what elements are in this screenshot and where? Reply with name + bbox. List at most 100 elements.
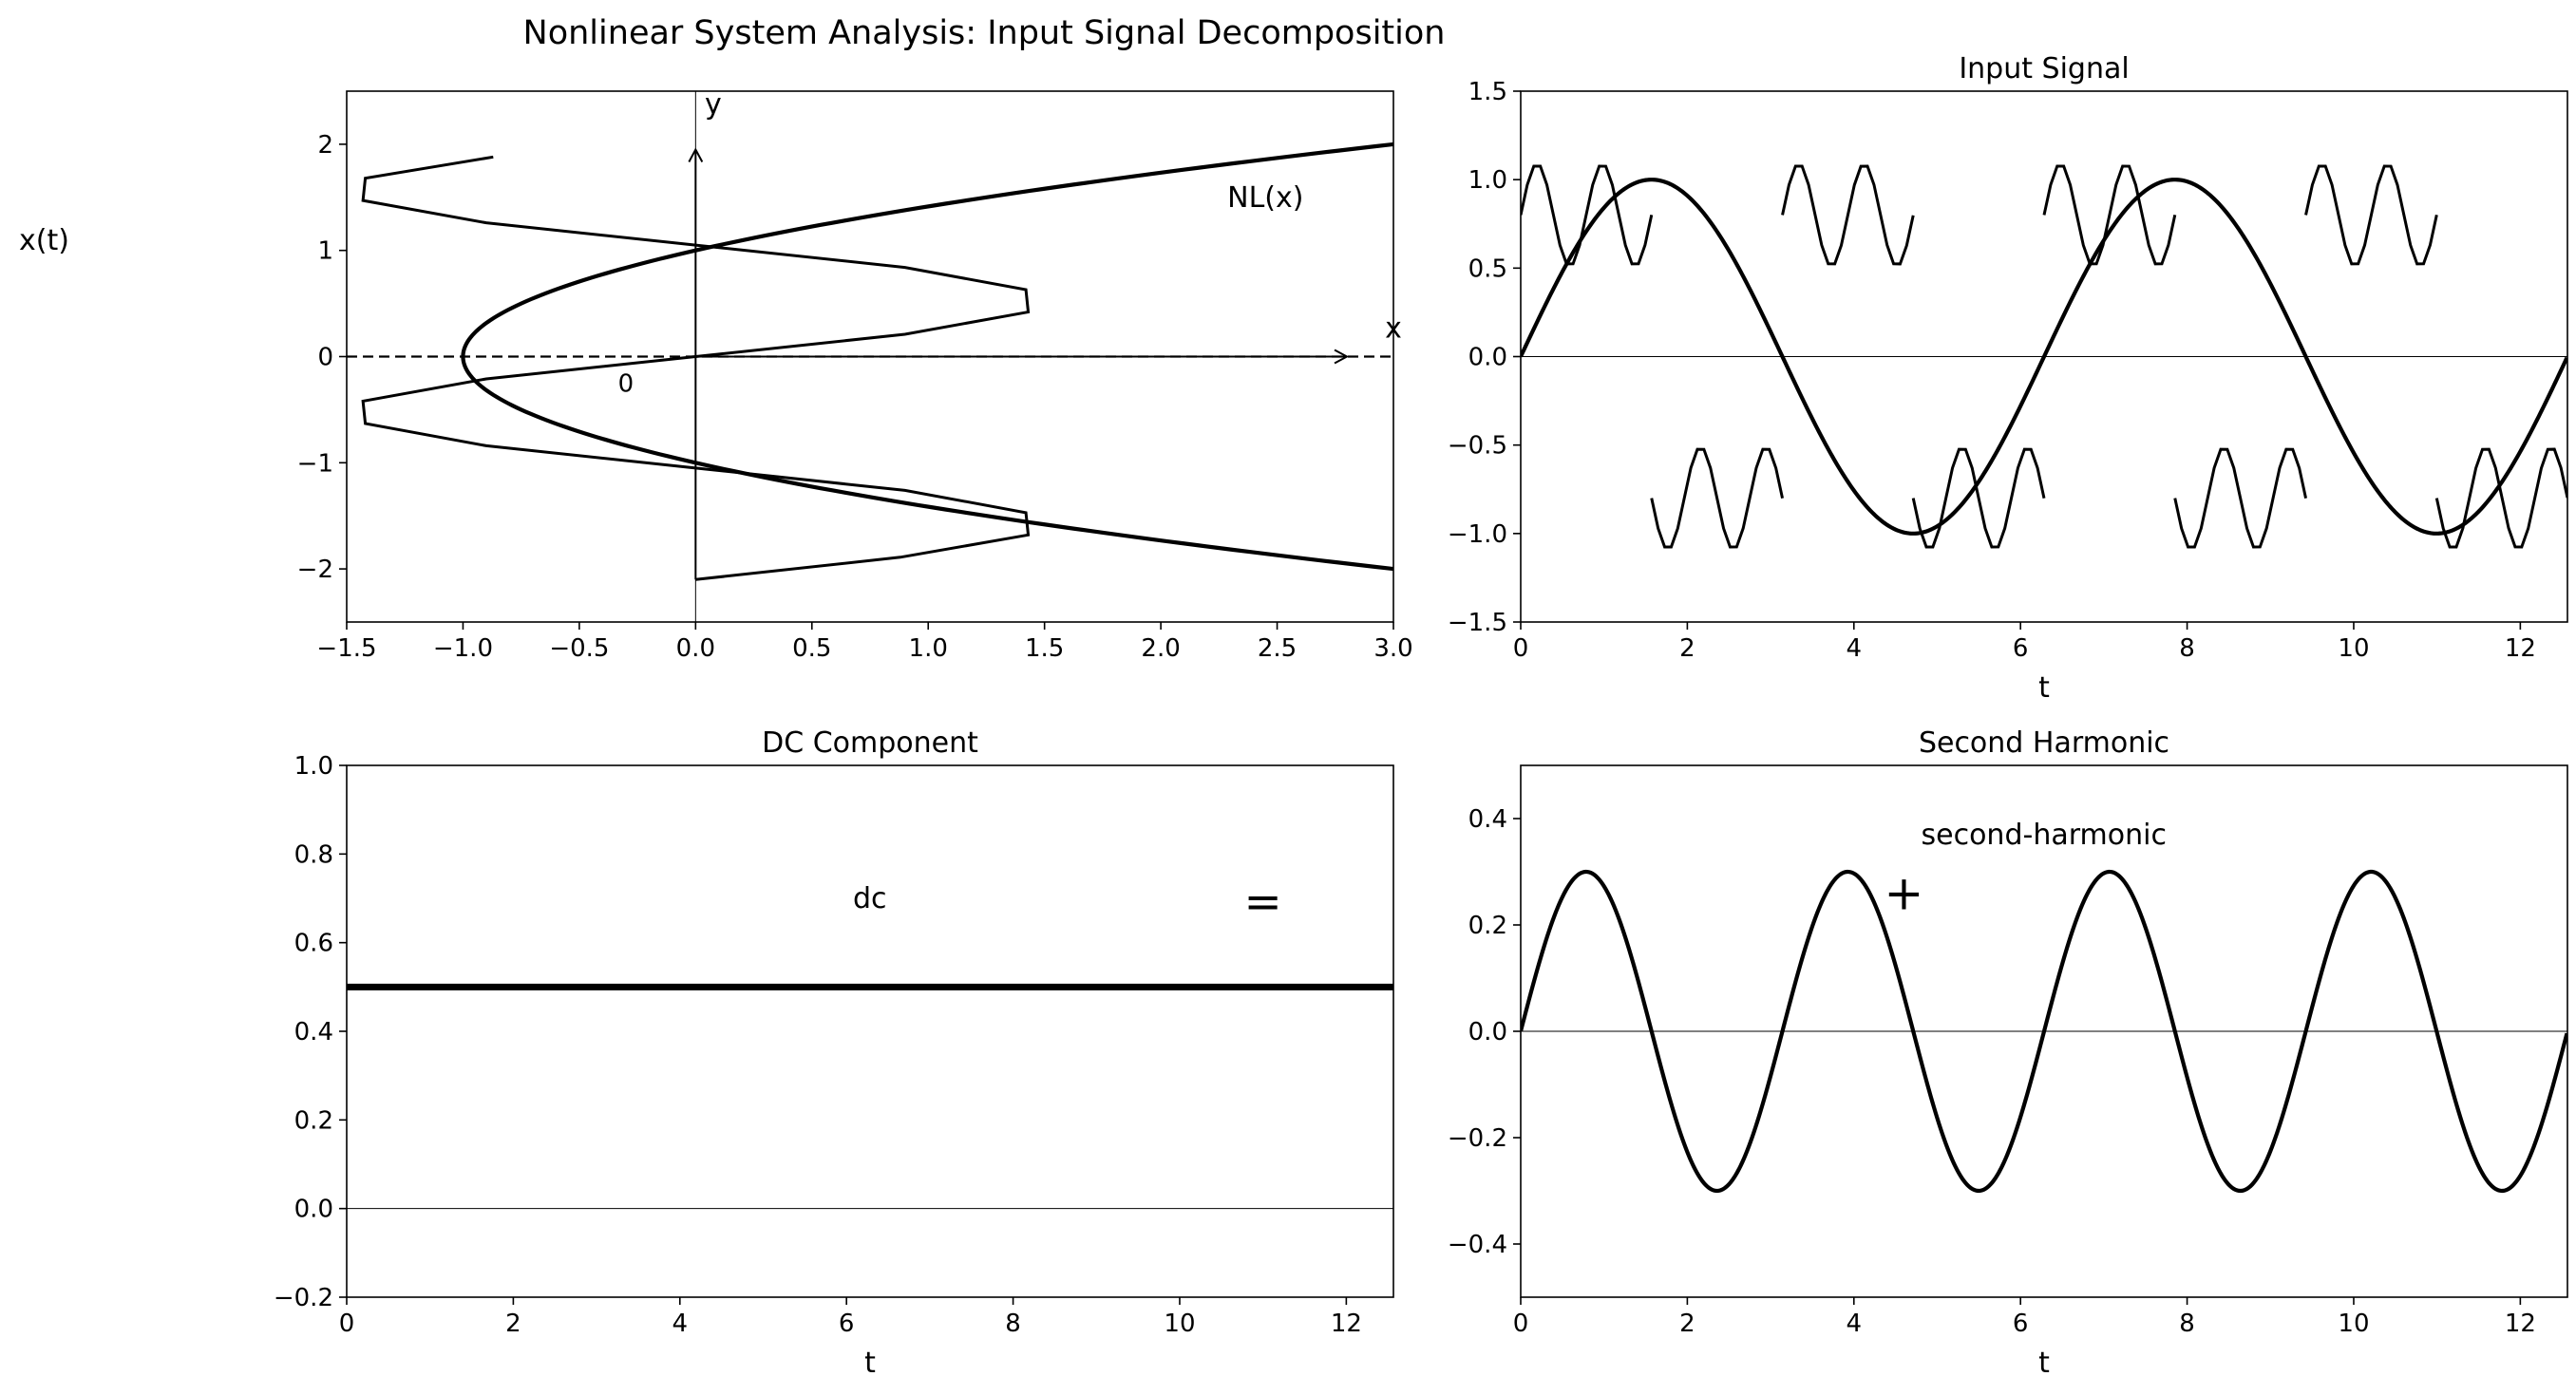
input-signal-ytick-label: 0.0 <box>1468 344 1507 372</box>
annotation-y-axis-label: y <box>705 87 722 121</box>
input-signal-xtick-label: 6 <box>2013 634 2029 663</box>
second-harmonic-ytick-label: 0.2 <box>1468 912 1507 940</box>
second-harmonic-ytick-label: 0.0 <box>1468 1018 1507 1046</box>
input-sine-curve <box>1521 178 2567 536</box>
nonlinearity-xtick-label: 2.0 <box>1141 634 1180 663</box>
fast-oscillation-segment <box>2304 164 2438 266</box>
annotation-equals-sign: = <box>1244 876 1282 929</box>
nonlinearity-ytick-label: −1 <box>297 449 333 478</box>
annotation-dc-label: dc <box>853 882 887 915</box>
nonlinearity-xtick-label: 0.5 <box>792 634 831 663</box>
nonlinearity-xtick-label: 1.5 <box>1025 634 1064 663</box>
annotation-nl-label: NL(x) <box>1227 181 1303 215</box>
annotation-origin-label: 0 <box>618 369 635 398</box>
annotation-second-harmonic-label: second-harmonic <box>1922 819 2167 852</box>
second-harmonic-xtick-label: 2 <box>1679 1310 1695 1338</box>
second-harmonic-xtick-label: 6 <box>2013 1310 2029 1338</box>
second-harmonic-annotations: second-harmonic + <box>1884 819 2167 921</box>
dc-component-xtick-label: 6 <box>839 1310 855 1338</box>
side-label: x(t) <box>19 224 69 257</box>
dc-component-ytick-label: 0.4 <box>294 1018 333 1046</box>
second-harmonic-xtick-label: 12 <box>2505 1310 2536 1338</box>
second-harmonic-xtick-label: 4 <box>1847 1310 1863 1338</box>
dc-component-xtick-label: 4 <box>672 1310 689 1338</box>
dc-component-axes: 0 2 4 6 8 10 12 −0.2 0.0 0.2 0.4 0.6 0.8 1.0 <box>274 752 1394 1338</box>
annotation-plus-sign: + <box>1884 865 1923 920</box>
input-trace-line <box>361 155 1031 581</box>
second-harmonic-title: Second Harmonic <box>1919 726 2169 760</box>
dc-component-ytick-label: 0.0 <box>294 1196 333 1224</box>
nonlinearity-ytick-label: 2 <box>317 131 333 160</box>
fast-oscillation-segment <box>1781 164 1915 266</box>
input-signal-ytick-label: −0.5 <box>1448 432 1507 461</box>
input-signal-xtick-label: 10 <box>2338 634 2369 663</box>
second-harmonic-curve <box>1521 869 2567 1194</box>
dc-component-ytick-label: 0.8 <box>294 840 333 869</box>
second-harmonic-ytick-label: 0.4 <box>1468 805 1507 834</box>
second-harmonic-xtick-label: 0 <box>1513 1310 1529 1338</box>
nonlinearity-xtick-label: −0.5 <box>549 634 609 663</box>
dc-component-xtick-label: 10 <box>1164 1310 1195 1338</box>
nonlinearity-annotations: NL(x) x y 0 <box>618 87 1402 398</box>
annotation-x-axis-label: x <box>1385 311 1402 345</box>
input-signal-ytick-label: −1.0 <box>1448 520 1507 549</box>
dc-component-xtick-label: 0 <box>339 1310 355 1338</box>
dc-component-xtick-label: 8 <box>1005 1310 1021 1338</box>
fast-oscillation-segment <box>2173 447 2308 549</box>
fast-oscillation-segment <box>1521 164 1654 266</box>
second-harmonic-panel: Second Harmonic 0 2 4 6 8 10 12−0.4−0.20.00.20… <box>1448 726 2568 1380</box>
dc-component-ytick-label: 0.6 <box>294 930 333 958</box>
input-signal-marks <box>1521 164 2567 549</box>
input-signal-xtick-label: 8 <box>2179 634 2195 663</box>
second-harmonic-xtick-label: 8 <box>2179 1310 2195 1338</box>
dc-component-annotations: dc = <box>853 876 1282 929</box>
dc-component-xtick-label: 2 <box>505 1310 521 1338</box>
fast-oscillation-segment <box>1911 447 2046 549</box>
fast-oscillation-segment <box>2434 447 2567 549</box>
nonlinearity-ytick-label: −2 <box>297 556 333 584</box>
nonlinearity-xtick-label: −1.5 <box>316 634 376 663</box>
dc-component-xtick-label: 12 <box>1331 1310 1362 1338</box>
dc-component-xlabel: t <box>864 1347 876 1380</box>
dc-component-panel: DC Component 0 2 4 6 8 10 12 −0.2 0.0 0.2 0.4 0.6 0.… <box>274 726 1394 1380</box>
input-signal-ytick-label: 1.5 <box>1468 78 1507 106</box>
nonlinearity-xtick-label: 3.0 <box>1373 634 1412 663</box>
nonlinearity-ytick-label: 0 <box>317 344 333 372</box>
x-axis-arrowhead <box>1334 349 1350 365</box>
dc-component-marks <box>347 983 1393 1210</box>
dc-component-ytick-label: 0.2 <box>294 1106 333 1135</box>
nonlinearity-xtick-label: 0.0 <box>676 634 715 663</box>
second-harmonic-axes: 0 2 4 6 8 10 12 −0.4 −0.2 0.0 0.2 0.4 <box>1448 764 2568 1338</box>
dc-component-ytick-label: 1.0 <box>294 752 333 781</box>
nonlinearity-xtick-label: 1.0 <box>909 634 948 663</box>
input-signal-xtick-label: 4 <box>1847 634 1863 663</box>
figure-title: Nonlinear System Analysis: Input Signal … <box>523 14 1446 52</box>
input-signal-ytick-label: 0.5 <box>1468 254 1507 283</box>
input-signal-xtick-label: 0 <box>1513 634 1529 663</box>
input-signal-xtick-label: 12 <box>2505 634 2536 663</box>
input-signal-xtick-label: 2 <box>1679 634 1695 663</box>
second-harmonic-ytick-label: −0.4 <box>1448 1231 1507 1259</box>
fast-oscillation-segment <box>1650 447 1785 549</box>
input-signal-axes: 0 2 4 6 8 10 12 −1.5 −1.0 −0.5 0.0 0.5 1.0 1.5 <box>1448 78 2568 663</box>
input-signal-xlabel: t <box>2038 671 2050 705</box>
nonlinearity-xtick-label: 2.5 <box>1258 634 1297 663</box>
nonlinearity-marks <box>347 91 1393 622</box>
nonlinearity-panel: −1.5 −1.0 −0.5 0.0 0.5 1.0 1.5 2.0 2.5 3.0 −2 −1 0 1 2… <box>297 87 1413 663</box>
second-harmonic-ytick-label: −0.2 <box>1448 1124 1507 1153</box>
dc-component-title: DC Component <box>762 726 978 760</box>
nonlinearity-xtick-label: −1.0 <box>433 634 493 663</box>
second-harmonic-xlabel: t <box>2038 1347 2050 1380</box>
nonlinearity-ytick-label: 1 <box>317 237 333 266</box>
dc-component-ytick-label: −0.2 <box>274 1284 333 1312</box>
second-harmonic-xtick-label: 10 <box>2338 1310 2369 1338</box>
fast-oscillation-segment <box>2042 164 2177 266</box>
nonlinearity-axes: −1.5 −1.0 −0.5 0.0 0.5 1.0 1.5 2.0 2.5 3.0 −2 −1 0 1 2 <box>297 90 1413 663</box>
second-harmonic-marks <box>1521 869 2567 1194</box>
input-signal-title: Input Signal <box>1959 52 2129 85</box>
input-signal-ytick-label: 1.0 <box>1468 166 1507 195</box>
input-signal-ytick-label: −1.5 <box>1448 609 1507 637</box>
input-signal-panel: Input Signal 0 2 4 6 8 10 12 −1.5 −1.0 −0.5 0.0 0.5… <box>1448 52 2568 705</box>
nonlinearity-curve <box>461 141 1393 572</box>
